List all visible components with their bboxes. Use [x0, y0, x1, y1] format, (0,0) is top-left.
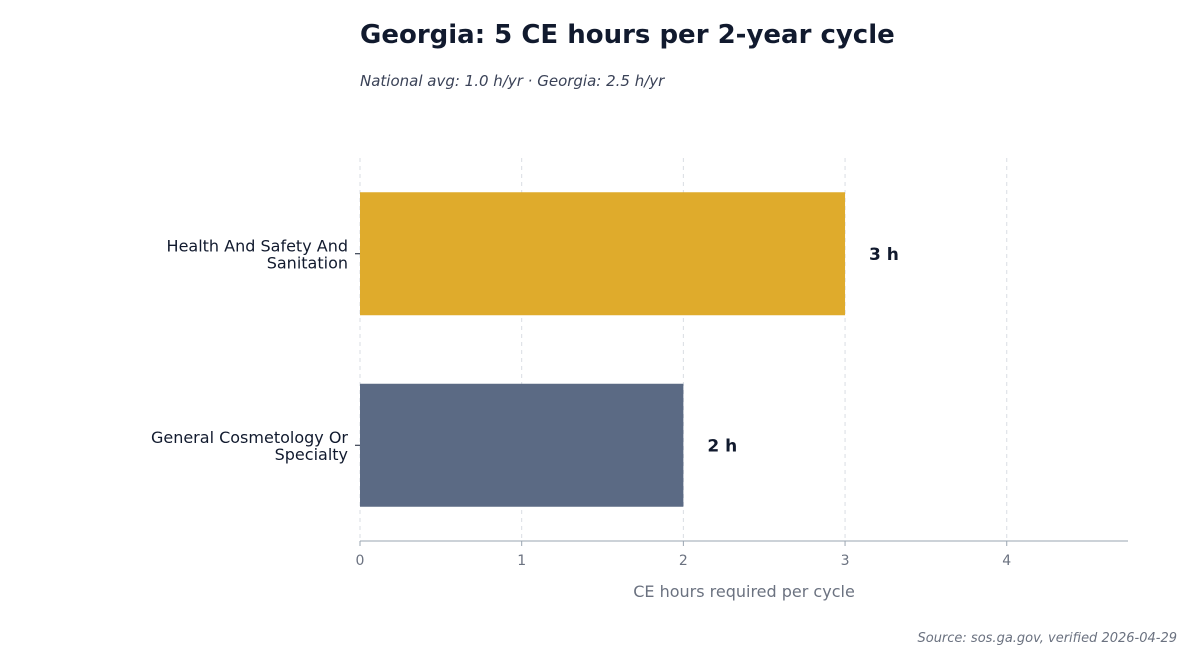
category-label: Specialty	[275, 445, 348, 464]
category-label: Sanitation	[267, 253, 348, 272]
x-tick-label: 2	[679, 553, 688, 569]
bar	[360, 383, 684, 507]
x-tick-label: 4	[1002, 553, 1011, 569]
x-axis-title: CE hours required per cycle	[633, 582, 855, 601]
category-label: General Cosmetology Or	[151, 428, 348, 447]
chart-title: Georgia: 5 CE hours per 2-year cycle	[360, 20, 895, 50]
x-tick-label: 0	[356, 553, 365, 569]
x-axis: 0 1 2 3 4 CE hours required per cycle	[355, 253, 1128, 601]
chart-subtitle: National avg: 1.0 h/yr · Georgia: 2.5 h/…	[360, 72, 665, 90]
bars	[360, 192, 846, 507]
x-tick-label: 3	[841, 553, 850, 569]
bar	[360, 192, 846, 316]
bar-value-label: 3 h	[869, 245, 899, 265]
source-note: Source: sos.ga.gov, verified 2026-04-29	[917, 631, 1177, 646]
category-label: Health And Safety And	[167, 236, 348, 255]
bar-value-label: 2 h	[707, 436, 737, 456]
x-tick-label: 1	[517, 553, 526, 569]
